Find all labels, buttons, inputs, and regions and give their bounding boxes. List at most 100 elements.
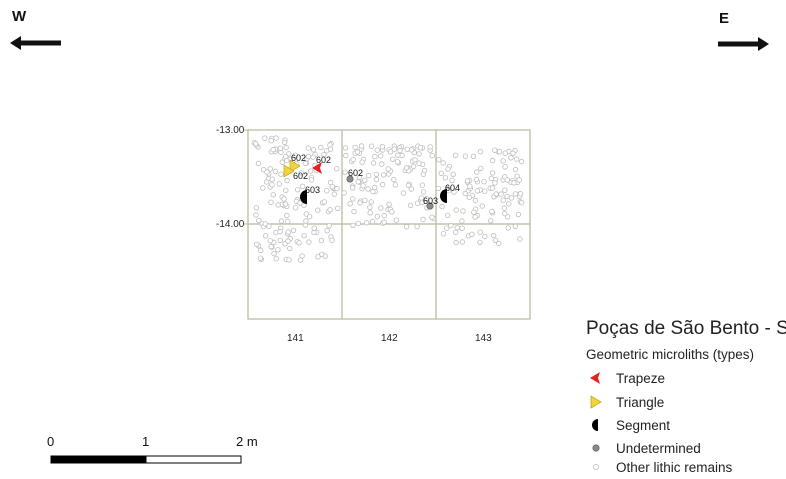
lithic-remain-dot [275,247,281,253]
lithic-remain-dot [508,155,514,161]
lithic-remain-dot [367,204,373,210]
legend-title: Poças de São Bento - S6 [586,318,786,339]
lithic-remain-dot [253,205,260,211]
lithic-remain-dot [273,256,279,262]
lithic-remain-dot [477,148,484,155]
find-triangle: 602 [283,164,308,181]
lithic-remain-dot [408,186,414,192]
lithic-remain-dot [427,144,433,150]
lithic-remain-dot [444,225,450,231]
lithic-remain-dot [459,225,465,231]
lithic-remain-dot [296,240,302,246]
find-label: 602 [348,168,363,178]
lithic-remain-dot [489,185,496,191]
east-arrow-icon [718,37,769,51]
lithic-remain-dot [301,232,307,239]
scale-label-2m: 2 m [236,434,258,449]
lithic-remain-dot [283,144,289,151]
lithic-remain-dot [305,153,312,160]
lithic-remain-dot [385,166,391,172]
lithic-remain-dot [257,255,264,261]
triangle-icon [590,395,602,409]
lithic-remain-dot [506,201,512,207]
lithic-remain-dot [469,231,475,237]
lithic-remain-dot [472,197,479,204]
other-lithic-remains [251,135,525,263]
lithic-remain-dot [414,223,420,230]
lithic-remain-dot [273,135,279,141]
lithic-remain-dot [327,207,333,213]
lithic-remain-dot [281,139,288,146]
lithic-remain-dot [266,223,272,229]
lithic-remain-dot [467,183,473,189]
lithic-remain-dot [513,156,520,162]
lithic-remain-dot [492,180,498,186]
lithic-remain-dot [374,213,380,220]
lithic-remain-dot [277,228,283,235]
lithic-remain-dot [278,218,285,224]
lithic-remain-dot [438,170,444,176]
lithic-remain-dot [297,200,303,206]
lithic-remain-dot [395,152,401,158]
lithic-remain-dot [354,149,361,155]
lithic-remain-dot [445,212,451,218]
lithic-remain-dot [327,146,334,152]
lithic-remain-dot [505,214,511,220]
lithic-remain-dot [287,245,293,252]
lithic-remain-dot [292,152,298,158]
lithic-remain-dot [482,188,488,194]
lithic-remain-dot [474,188,481,194]
excavation-grid [244,129,531,320]
lithic-remain-dot [488,218,494,224]
lithic-remain-dot [493,191,499,197]
lithic-remain-dot [517,191,524,197]
find-undetermined: 602 [346,168,363,183]
lithic-remain-dot [372,184,378,191]
lithic-remain-dot [518,199,525,206]
lithic-remain-dot [305,145,312,151]
lithic-remain-dot [306,213,313,220]
lithic-remain-dot [417,144,424,151]
y-label-top: -13.00 [216,125,245,136]
lithic-remain-dot [459,218,465,224]
undetermined-marker [346,175,354,183]
lithic-remain-dot [501,205,507,211]
lithic-remain-dot [419,199,425,206]
legend-subtitle: Geometric microliths (types) [586,347,755,362]
lithic-remain-dot [518,158,525,165]
lithic-remain-dot [355,220,361,227]
lithic-remain-dot [439,203,445,210]
lithic-remain-dot [496,148,503,155]
lithic-remain-dot [459,239,465,245]
find-label: 602 [293,171,308,181]
lithic-remain-dot [504,177,510,183]
legend-triangle-label: Triangle [616,395,665,410]
lithic-remain-dot [471,209,477,215]
lithic-remain-dot [379,181,386,188]
trapeze-icon [590,372,600,384]
lithic-remain-dot [481,178,487,185]
lithic-remain-dot [450,171,456,177]
find-segment: 604 [440,183,460,203]
lithic-remain-dot [489,170,496,176]
lithic-remain-dot [321,199,328,205]
lithic-remain-dot [404,146,410,152]
lithic-remain-dot [365,186,371,192]
lithic-remain-dot [488,175,495,182]
lithic-remain-dot [362,177,368,183]
lithic-remain-dot [302,160,309,167]
lithic-remain-dot [359,159,365,165]
lithic-remain-dot [285,218,291,225]
lithic-remain-dot [310,147,317,153]
undetermined-marker [426,202,434,210]
scale-label-1: 1 [142,434,150,449]
lithic-remain-dot [394,159,401,165]
lithic-remain-dot [357,200,363,206]
lithic-remain-dot [515,211,522,218]
lithic-remain-dot [379,143,386,150]
lithic-remain-dot [372,153,378,160]
lithic-remain-dot [420,171,426,178]
lithic-remain-dot [268,199,274,205]
lithic-remain-dot [297,257,304,263]
other-lithic-icon [593,464,599,470]
